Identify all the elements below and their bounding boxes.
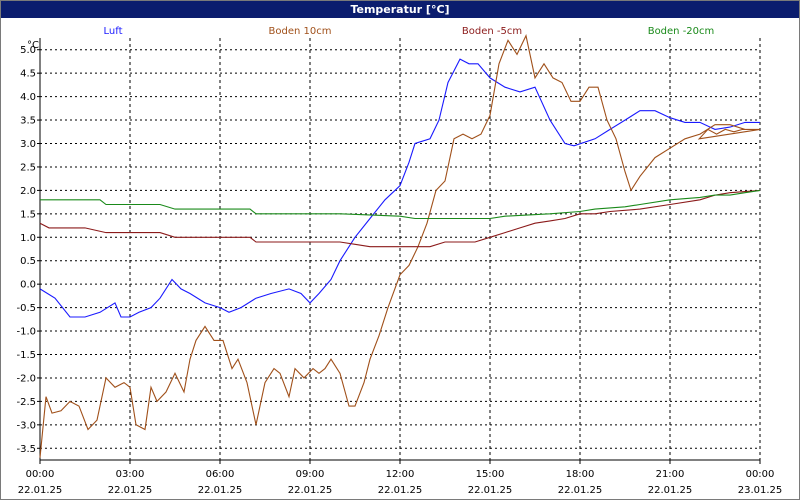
grid	[39, 38, 761, 460]
x-tick-labels: 00:00 22.01.25 03:00 22.01.25 06:00 22.01.25 0…	[18, 469, 783, 496]
x-tick-time: 21:00	[656, 469, 685, 480]
y-tick-label: 0.0	[20, 280, 36, 291]
x-tick-date: 22.01.25	[468, 485, 513, 496]
x-tick-date: 22.01.25	[648, 485, 693, 496]
y-tick-label: -1.5	[16, 350, 36, 361]
y-axis-unit: °C	[27, 40, 39, 51]
x-tick-time: 15:00	[476, 469, 505, 480]
series-line-0	[39, 58, 760, 318]
y-tick-label: -0.5	[16, 303, 36, 314]
y-tick-label: -2.5	[16, 397, 36, 408]
y-tick-label: 4.5	[20, 69, 36, 80]
x-tick-time: 06:00	[206, 469, 235, 480]
y-tick-label: -3.0	[16, 420, 36, 431]
x-tick-time: 00:00	[26, 469, 55, 480]
y-tick-label: 3.0	[20, 139, 36, 150]
series-line-3	[40, 189, 761, 220]
y-tick-label: 5.0	[20, 45, 36, 56]
chart-title: Temperatur [°C]	[1, 1, 799, 18]
legend-entry-3: Boden -20cm	[648, 26, 715, 37]
y-tick-label: -1.0	[16, 327, 36, 338]
x-tick-time: 00:00	[746, 469, 775, 480]
y-tick-label: 3.5	[20, 116, 36, 127]
x-tick-time: 03:00	[116, 469, 145, 480]
y-tick-label: 2.0	[20, 186, 36, 197]
x-tick-date: 22.01.25	[378, 485, 423, 496]
x-tick-time: 18:00	[566, 469, 595, 480]
axes	[37, 38, 761, 464]
y-tick-label: 1.0	[20, 233, 36, 244]
legend-entry-2: Boden -5cm	[462, 26, 522, 37]
legend-entry-1: Boden 10cm	[269, 26, 332, 37]
y-tick-label: 4.0	[20, 92, 36, 103]
legend: Luft Boden 10cm Boden -5cm Boden -20cm	[104, 26, 715, 37]
legend-entry-0: Luft	[104, 26, 123, 37]
x-tick-date: 22.01.25	[18, 485, 63, 496]
y-tick-label: -3.5	[16, 444, 36, 455]
series-lines	[39, 34, 761, 458]
x-tick-date: 22.01.25	[108, 485, 153, 496]
y-tick-label: 0.5	[20, 256, 36, 267]
y-tick-labels: -3.5 -3.0 -2.5 -2.0 -1.5 -1.0 -0.5 0.0 0.5 1.0 1.5…	[16, 45, 36, 455]
x-tick-date: 22.01.25	[558, 485, 603, 496]
x-tick-time: 12:00	[386, 469, 415, 480]
y-tick-label: 2.5	[20, 162, 36, 173]
x-tick-time: 09:00	[296, 469, 325, 480]
y-tick-label: -2.0	[16, 373, 36, 384]
x-tick-date: 22.01.25	[198, 485, 243, 496]
x-tick-date: 23.01.25	[738, 485, 783, 496]
y-tick-label: 1.5	[20, 209, 36, 220]
x-tick-date: 22.01.25	[288, 485, 333, 496]
series-line-2	[39, 189, 761, 248]
series-line-1	[39, 34, 761, 458]
